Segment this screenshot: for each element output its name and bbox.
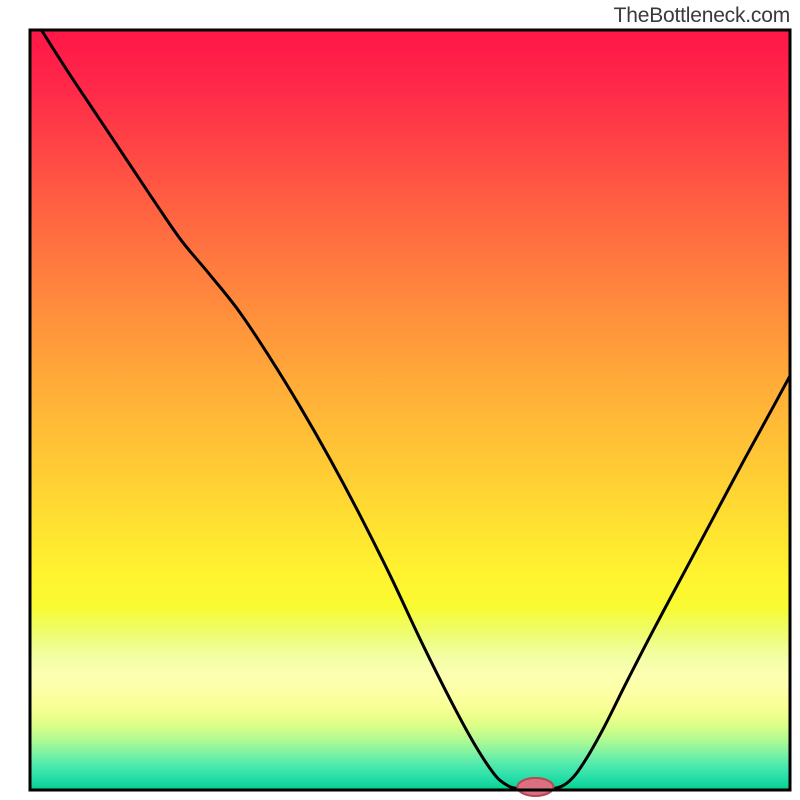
optimal-point-marker xyxy=(517,778,553,796)
bottleneck-curve-chart xyxy=(0,0,800,800)
watermark-text: TheBottleneck.com xyxy=(614,4,790,28)
plot-background xyxy=(30,30,790,790)
chart-container: { "watermark": "TheBottleneck.com", "cha… xyxy=(0,0,800,800)
